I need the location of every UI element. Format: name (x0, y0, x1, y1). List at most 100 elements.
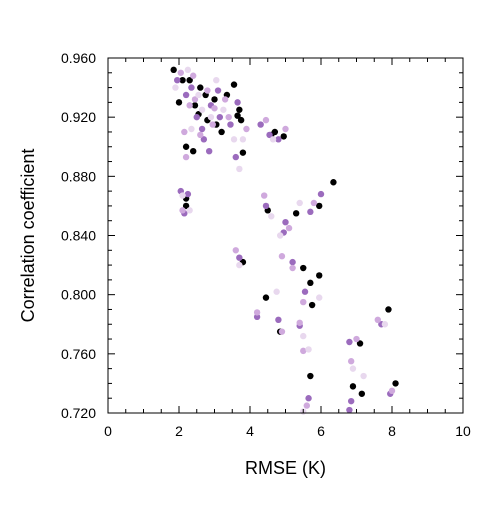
data-point (190, 147, 197, 155)
data-point (300, 264, 307, 272)
data-point (234, 99, 241, 106)
x-tick-label: 0 (104, 423, 112, 439)
data-point (253, 309, 261, 316)
y-axis-title: Correlation coefficient (18, 149, 38, 323)
data-point (195, 91, 202, 99)
data-point (182, 153, 190, 161)
y-tick-label: 0.800 (61, 287, 96, 303)
data-point (204, 87, 211, 94)
data-point (305, 346, 312, 353)
data-point (239, 149, 247, 156)
data-point (236, 165, 243, 173)
data-point (179, 207, 186, 214)
data-point (300, 332, 307, 340)
data-point (211, 105, 218, 112)
data-point (198, 125, 206, 133)
data-point (218, 128, 225, 136)
data-point (225, 113, 232, 121)
data-point (262, 116, 270, 124)
data-point (207, 113, 215, 121)
data-point (278, 253, 286, 260)
data-point (211, 96, 218, 103)
data-point (186, 207, 193, 214)
y-tick-label: 0.880 (61, 168, 96, 184)
x-tick-label: 2 (175, 423, 183, 439)
data-point (221, 96, 229, 103)
data-point (216, 113, 224, 121)
x-tick-label: 4 (246, 423, 254, 439)
data-point (181, 128, 188, 136)
data-point (388, 387, 396, 395)
data-point (236, 254, 243, 261)
y-tick-label: 0.760 (61, 346, 96, 362)
data-point (285, 224, 293, 232)
data-point (282, 218, 289, 226)
data-point (237, 116, 245, 124)
data-point (179, 192, 186, 199)
data-point (275, 136, 282, 143)
x-tick-label: 10 (455, 423, 471, 439)
data-point (197, 84, 204, 91)
data-point (280, 133, 287, 140)
data-point (317, 190, 325, 198)
data-point (392, 380, 399, 387)
data-point (346, 406, 353, 414)
series-1 (174, 76, 394, 414)
data-point (266, 131, 273, 139)
x-axis-title: RMSE (K) (245, 458, 326, 478)
data-point (347, 358, 355, 365)
data-point (182, 143, 190, 150)
data-point (232, 247, 239, 254)
data-point (209, 121, 216, 128)
data-point (191, 96, 199, 103)
data-point (262, 294, 270, 301)
data-point (182, 91, 190, 99)
data-point (172, 84, 179, 91)
data-point (188, 125, 195, 133)
data-point (198, 106, 206, 113)
y-tick-label: 0.840 (61, 228, 96, 244)
data-point (268, 213, 275, 220)
data-point (282, 125, 289, 133)
series-2 (177, 69, 396, 409)
data-point (253, 313, 261, 321)
x-axis-tick-labels: 0 2 4 6 8 10 (104, 423, 471, 439)
data-point (227, 121, 234, 128)
data-point (358, 390, 366, 397)
data-point (261, 192, 268, 199)
data-point (307, 372, 314, 380)
data-point (269, 136, 277, 143)
data-point (200, 136, 208, 143)
data-point (303, 402, 310, 409)
data-point (191, 102, 199, 109)
data-point (289, 264, 296, 272)
data-point (275, 316, 282, 324)
data-point (305, 395, 312, 402)
data-point (296, 319, 303, 326)
data-point (239, 136, 247, 143)
data-point (349, 383, 357, 390)
data-point (184, 190, 192, 198)
data-point (353, 335, 360, 343)
data-point (349, 365, 357, 372)
data-point (213, 76, 220, 84)
data-point (296, 199, 303, 207)
data-point (307, 208, 314, 216)
data-point (273, 288, 280, 295)
plot-frame (107, 57, 464, 414)
data-point (310, 199, 318, 207)
data-point (278, 328, 286, 335)
data-point (356, 340, 364, 347)
data-point (381, 321, 389, 328)
data-point (243, 125, 250, 133)
data-point (347, 397, 355, 405)
data-point (230, 81, 238, 88)
data-point (346, 338, 353, 346)
data-point (276, 232, 284, 239)
series-3 (172, 66, 389, 415)
data-point (205, 147, 213, 155)
data-point (262, 202, 270, 210)
data-point (220, 106, 227, 113)
data-point (182, 202, 190, 210)
